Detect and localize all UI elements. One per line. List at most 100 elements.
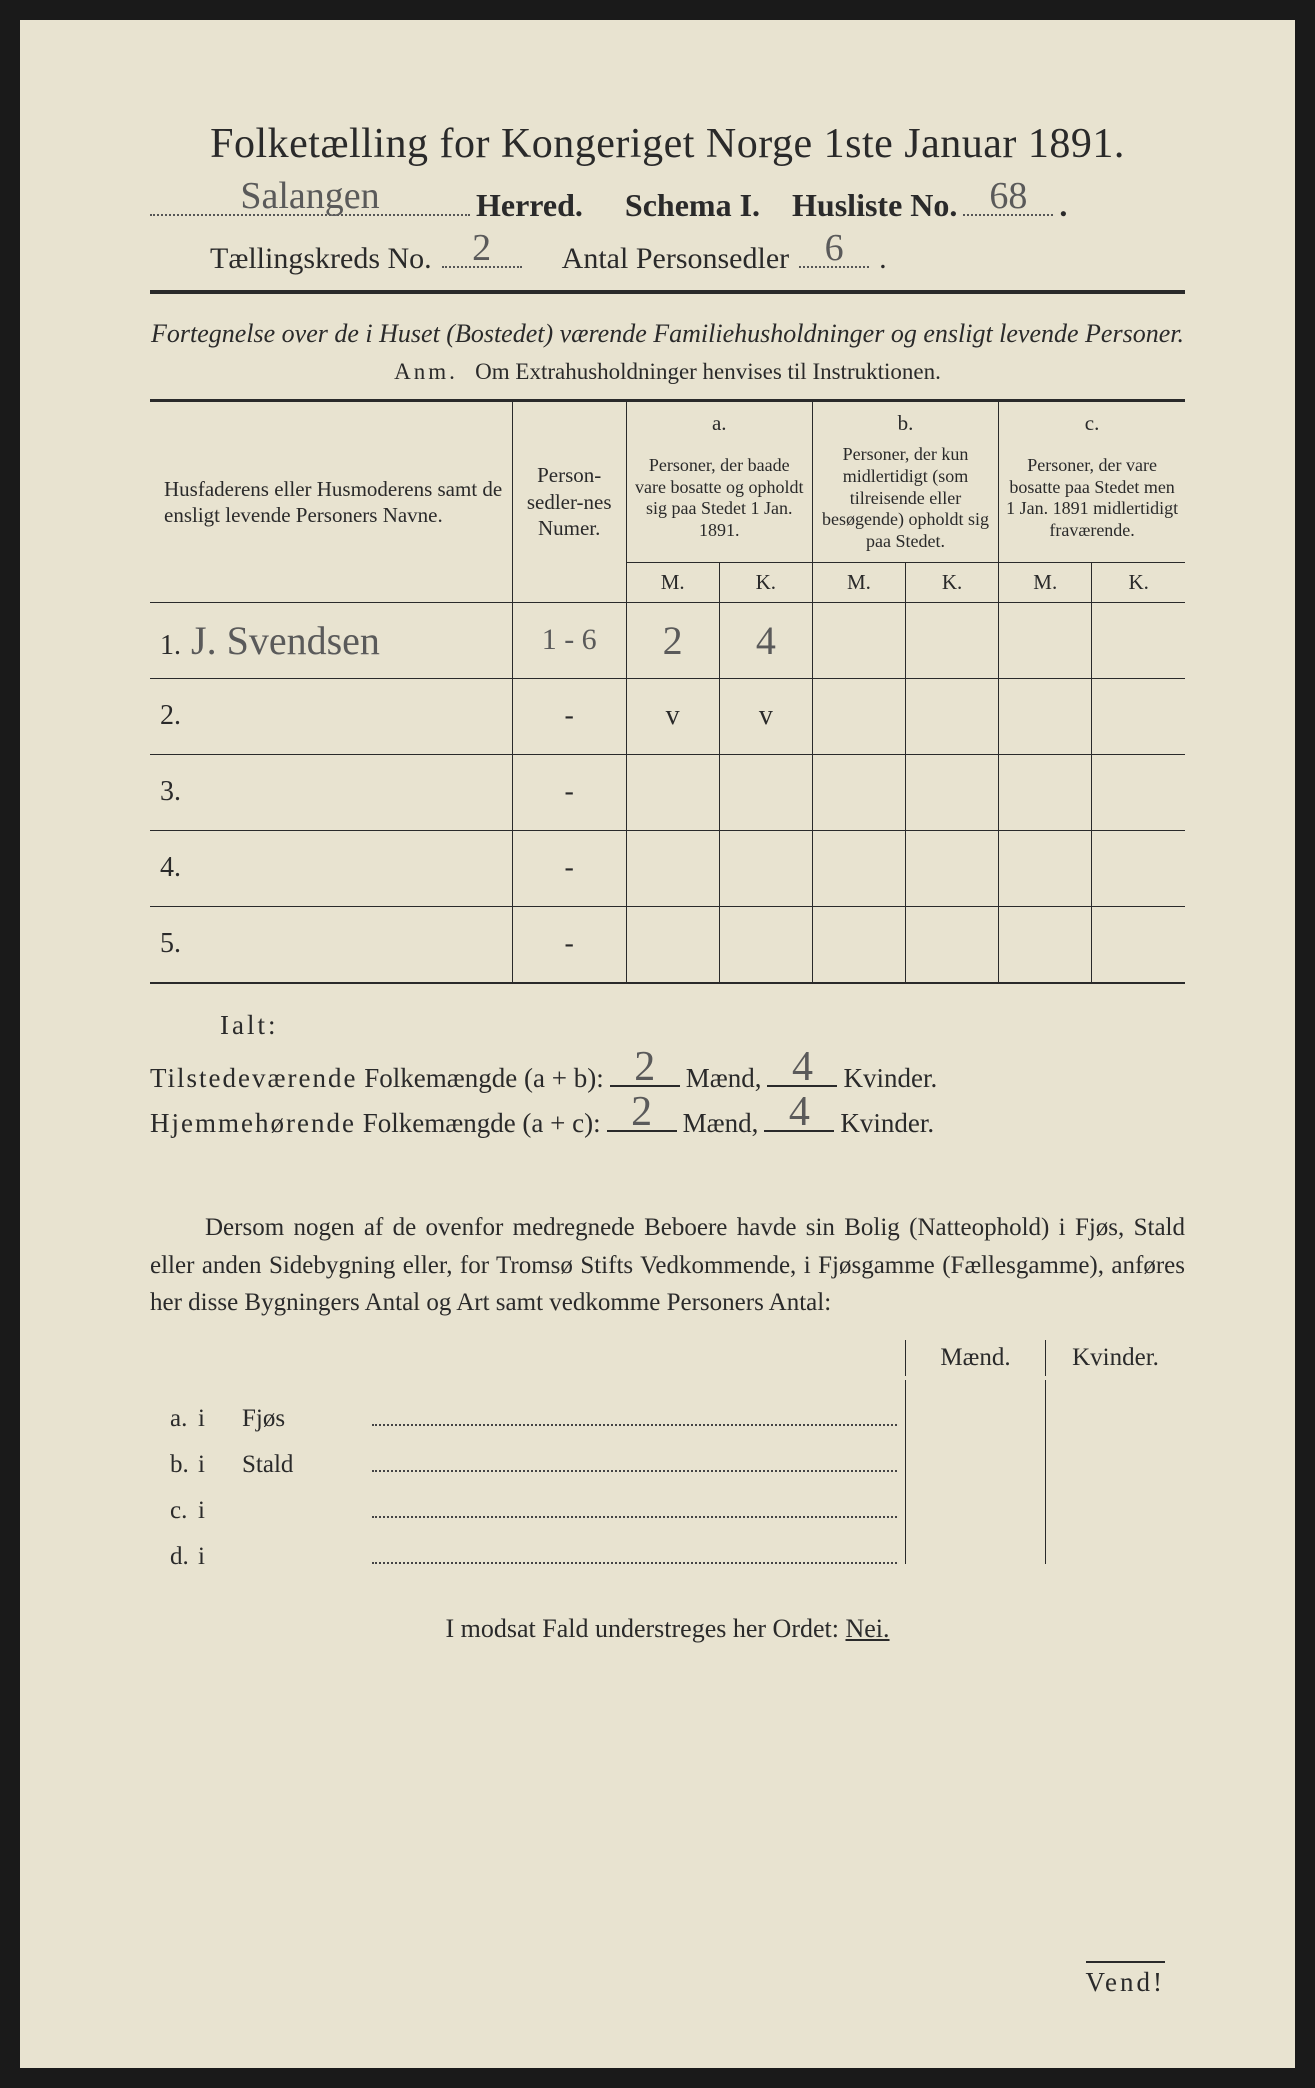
antal-label: Antal Personsedler bbox=[562, 242, 789, 276]
col-b-text: Personer, der kun midlertidigt (som tilr… bbox=[812, 442, 998, 562]
maend-label: Mænd, bbox=[686, 1063, 762, 1094]
nei-word: Nei. bbox=[845, 1614, 889, 1643]
row-i: i bbox=[198, 1543, 242, 1571]
kvinder-label: Kvinder. bbox=[843, 1063, 937, 1094]
total-label-a: Tilstedeværende bbox=[150, 1063, 358, 1094]
herred-label: Herred. bbox=[476, 187, 583, 224]
dot: . bbox=[1059, 187, 1067, 224]
cell: 4 bbox=[756, 617, 776, 664]
dotted-line bbox=[372, 1546, 897, 1564]
col-c-k: K. bbox=[1092, 563, 1185, 602]
anm-text: Om Extrahusholdninger henvises til Instr… bbox=[475, 359, 941, 384]
row-num: 5. bbox=[160, 928, 184, 960]
col-a-top: a. bbox=[626, 402, 812, 443]
mk-cells bbox=[905, 1426, 1185, 1472]
total-k: 4 bbox=[764, 1088, 834, 1136]
total-label-a: Hjemmehørende bbox=[150, 1108, 356, 1139]
col-c-text: Personer, der vare bosatte paa Stedet me… bbox=[999, 442, 1185, 562]
antal-field: 6 bbox=[799, 238, 869, 268]
col-c-top: c. bbox=[999, 402, 1185, 443]
header-row-1: Salangen Herred. Schema I. Husliste No. … bbox=[150, 186, 1185, 224]
cell bbox=[999, 678, 1092, 754]
cell: - bbox=[512, 830, 626, 906]
col-name-header: Husfaderens eller Husmoderens samt de en… bbox=[150, 402, 512, 602]
dot: . bbox=[879, 242, 887, 276]
total-k: 4 bbox=[767, 1043, 837, 1091]
footer-line: I modsat Fald understreges her Ordet: Ne… bbox=[150, 1614, 1185, 1644]
row-name: J. Svendsen bbox=[191, 617, 380, 664]
col-a-text: Personer, der baade vare bosatte og opho… bbox=[626, 442, 812, 562]
kreds-value: 2 bbox=[442, 226, 522, 270]
cell: v bbox=[719, 678, 812, 754]
total-label-b: Folkemængde (a + b): bbox=[364, 1063, 603, 1094]
kreds-field: 2 bbox=[442, 238, 522, 268]
header-row-2: Tællingskreds No. 2 Antal Personsedler 6… bbox=[150, 238, 1185, 276]
table-row: 3. - bbox=[150, 754, 1185, 830]
rule-3 bbox=[150, 982, 1185, 984]
herred-value: Salangen bbox=[150, 174, 470, 218]
subtitle: Fortegnelse over de i Huset (Bostedet) v… bbox=[150, 316, 1185, 351]
total-resident: Hjemmehørende Folkemængde (a + c): 2 Mæn… bbox=[150, 1104, 1185, 1139]
col-name-text: Husfaderens eller Husmoderens samt de en… bbox=[164, 477, 502, 527]
total-k-field: 4 bbox=[767, 1059, 837, 1087]
rule-1 bbox=[150, 290, 1185, 294]
cell: 2 bbox=[663, 617, 683, 664]
husliste-label: Husliste No. bbox=[792, 187, 957, 224]
col-a-m: M. bbox=[626, 563, 719, 602]
mk-cells bbox=[905, 1380, 1185, 1426]
schema-label: Schema I. bbox=[625, 187, 760, 224]
dotted-line bbox=[372, 1408, 897, 1426]
kreds-label: Tællingskreds No. bbox=[210, 242, 432, 276]
mk-cells bbox=[905, 1518, 1185, 1564]
row-letter: d. bbox=[150, 1543, 198, 1571]
anm-line: Anm. Om Extrahusholdninger henvises til … bbox=[150, 359, 1185, 385]
maend-label: Mænd, bbox=[683, 1108, 759, 1139]
building-paragraph: Dersom nogen af de ovenfor medregnede Be… bbox=[150, 1209, 1185, 1322]
census-form-page: Folketælling for Kongeriget Norge 1ste J… bbox=[20, 20, 1295, 2068]
row-letter: a. bbox=[150, 1405, 198, 1433]
building-row: d. i bbox=[150, 1518, 1185, 1564]
building-row: a. i Fjøs bbox=[150, 1380, 1185, 1426]
husliste-field: 68 bbox=[963, 186, 1053, 216]
herred-field: Salangen bbox=[150, 186, 470, 216]
col-b-top: b. bbox=[812, 402, 998, 443]
cell: - bbox=[512, 678, 626, 754]
building-name: Stald bbox=[242, 1451, 372, 1479]
cell bbox=[906, 678, 999, 754]
maend-col: Mænd. bbox=[905, 1340, 1045, 1376]
total-k-field: 4 bbox=[764, 1104, 834, 1132]
anm-label: Anm. bbox=[394, 359, 458, 384]
mk-cells bbox=[905, 1472, 1185, 1518]
census-table: Husfaderens eller Husmoderens samt de en… bbox=[150, 401, 1185, 982]
total-m-field: 2 bbox=[607, 1104, 677, 1132]
page-title: Folketælling for Kongeriget Norge 1ste J… bbox=[150, 120, 1185, 168]
cell: v bbox=[626, 678, 719, 754]
cell bbox=[812, 678, 905, 754]
husliste-value: 68 bbox=[963, 174, 1053, 218]
total-m: 2 bbox=[607, 1088, 677, 1136]
total-m-field: 2 bbox=[610, 1059, 680, 1087]
col-c-m: M. bbox=[999, 563, 1092, 602]
table-row: 5. - bbox=[150, 906, 1185, 982]
antal-value: 6 bbox=[799, 226, 869, 270]
ialt-label: Ialt: bbox=[150, 1010, 1185, 1041]
mk-header: Mænd. Kvinder. bbox=[150, 1340, 1185, 1376]
row-letter: c. bbox=[150, 1497, 198, 1525]
cell: - bbox=[512, 906, 626, 982]
cell bbox=[1092, 678, 1185, 754]
table-row: 2. - v v bbox=[150, 678, 1185, 754]
col-b-m: M. bbox=[812, 563, 905, 602]
row-letter: b. bbox=[150, 1451, 198, 1479]
row-i: i bbox=[198, 1497, 242, 1525]
dotted-line bbox=[372, 1500, 897, 1518]
vend-label: Vend! bbox=[1086, 1961, 1165, 1998]
building-name: Fjøs bbox=[242, 1405, 372, 1433]
row-i: i bbox=[198, 1451, 242, 1479]
col-b-k: K. bbox=[906, 563, 999, 602]
table-row: 4. - bbox=[150, 830, 1185, 906]
total-label-b: Folkemængde (a + c): bbox=[363, 1108, 601, 1139]
table-row: 1. J. Svendsen 1 - 6 2 4 bbox=[150, 602, 1185, 678]
footer-text: I modsat Fald understreges her Ordet: bbox=[445, 1614, 839, 1643]
col-num-header: Person-sedler-nes Numer. bbox=[512, 402, 626, 602]
dotted-line bbox=[372, 1454, 897, 1472]
